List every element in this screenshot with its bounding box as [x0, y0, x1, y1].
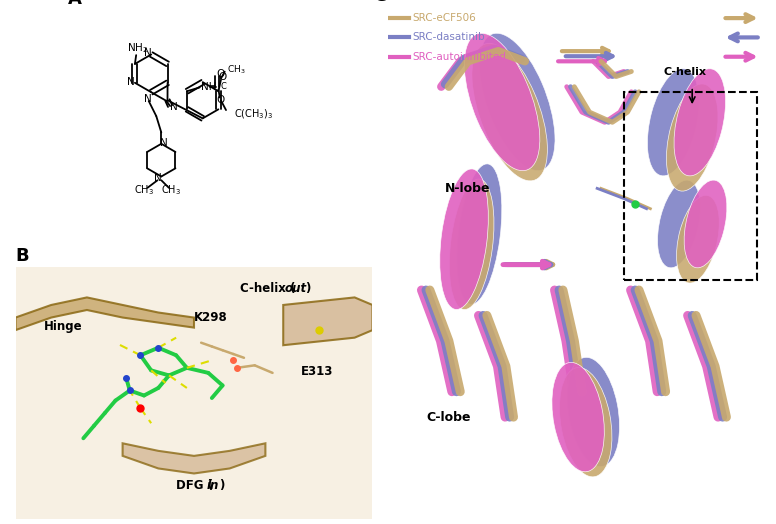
- Text: C: C: [220, 82, 227, 91]
- Ellipse shape: [667, 84, 718, 191]
- Text: N: N: [144, 48, 151, 58]
- Ellipse shape: [559, 367, 612, 477]
- Ellipse shape: [472, 43, 547, 181]
- Text: B: B: [16, 247, 29, 265]
- Text: N: N: [161, 137, 168, 148]
- Text: CH$_3$: CH$_3$: [227, 63, 246, 76]
- Ellipse shape: [457, 164, 502, 304]
- Text: O: O: [218, 72, 227, 82]
- Ellipse shape: [684, 180, 727, 268]
- Ellipse shape: [674, 69, 726, 176]
- Text: C(CH$_3$)$_3$: C(CH$_3$)$_3$: [234, 107, 272, 121]
- Ellipse shape: [440, 169, 488, 310]
- Text: ): ): [305, 282, 310, 296]
- Text: NH: NH: [201, 82, 217, 92]
- Ellipse shape: [567, 357, 619, 467]
- Ellipse shape: [464, 33, 540, 171]
- Text: A: A: [68, 0, 82, 8]
- Polygon shape: [16, 298, 194, 330]
- Text: N: N: [127, 77, 135, 86]
- Text: N: N: [144, 93, 152, 104]
- Text: K298: K298: [194, 311, 227, 324]
- Text: CH$_3$: CH$_3$: [133, 183, 154, 197]
- Text: N-lobe: N-lobe: [445, 182, 490, 195]
- Text: CH$_3$: CH$_3$: [161, 183, 182, 197]
- Text: O: O: [217, 69, 225, 79]
- Polygon shape: [123, 443, 265, 474]
- Text: SRC-autoinhibited: SRC-autoinhibited: [413, 52, 507, 62]
- Ellipse shape: [449, 179, 494, 310]
- Ellipse shape: [552, 363, 605, 472]
- Text: C-helix: C-helix: [663, 67, 706, 77]
- Polygon shape: [283, 298, 372, 345]
- Text: out: out: [285, 282, 307, 296]
- Text: E313: E313: [301, 365, 334, 378]
- Text: SRC-eCF506: SRC-eCF506: [413, 13, 476, 23]
- Ellipse shape: [657, 180, 700, 268]
- Text: O: O: [217, 95, 225, 105]
- Text: NH$_2$: NH$_2$: [126, 41, 148, 55]
- Text: in: in: [206, 478, 219, 492]
- Text: Hinge: Hinge: [44, 320, 83, 333]
- Text: DFG (: DFG (: [176, 478, 213, 492]
- Text: N: N: [154, 173, 161, 183]
- Text: ): ): [219, 478, 224, 492]
- Ellipse shape: [480, 33, 555, 171]
- Text: C: C: [372, 0, 386, 5]
- Text: SRC-dasatinib: SRC-dasatinib: [413, 32, 485, 42]
- Text: C-helix (: C-helix (: [241, 282, 296, 296]
- Text: C-lobe: C-lobe: [426, 411, 470, 423]
- Ellipse shape: [647, 69, 699, 176]
- Ellipse shape: [677, 195, 719, 283]
- Text: N: N: [170, 102, 178, 112]
